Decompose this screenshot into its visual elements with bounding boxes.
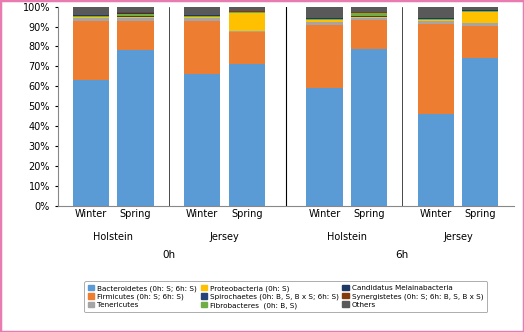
- Bar: [418, 18, 454, 19]
- Bar: [351, 7, 387, 12]
- Bar: [73, 80, 109, 206]
- Legend: Bacteroidetes (0h: S; 6h: S), Firmicutes (0h: S; 6h: S), Tenericutes, Proteobact: Bacteroidetes (0h: S; 6h: S), Firmicutes…: [84, 281, 487, 312]
- Bar: [117, 13, 154, 14]
- Bar: [307, 25, 343, 88]
- Bar: [351, 49, 387, 206]
- Bar: [418, 24, 454, 114]
- Bar: [462, 10, 498, 11]
- Text: 6h: 6h: [396, 250, 409, 260]
- Bar: [351, 16, 387, 17]
- Bar: [228, 13, 265, 31]
- Bar: [462, 26, 498, 58]
- Bar: [228, 11, 265, 12]
- Bar: [73, 16, 109, 17]
- Bar: [117, 14, 154, 17]
- Bar: [462, 7, 498, 10]
- Bar: [462, 11, 498, 12]
- Bar: [73, 18, 109, 21]
- Bar: [228, 63, 265, 206]
- Bar: [307, 7, 343, 18]
- Bar: [418, 20, 454, 21]
- Bar: [184, 74, 220, 206]
- Bar: [418, 19, 454, 20]
- Bar: [184, 17, 220, 18]
- Bar: [184, 15, 220, 16]
- Bar: [117, 12, 154, 13]
- Bar: [351, 18, 387, 20]
- Bar: [351, 20, 387, 49]
- Bar: [307, 18, 343, 19]
- Bar: [73, 21, 109, 80]
- Bar: [228, 7, 265, 11]
- Text: Jersey: Jersey: [210, 232, 239, 242]
- Bar: [73, 17, 109, 18]
- Bar: [228, 32, 265, 63]
- Bar: [351, 13, 387, 16]
- Text: Holstein: Holstein: [93, 232, 133, 242]
- Bar: [462, 23, 498, 26]
- Bar: [228, 12, 265, 13]
- Bar: [117, 21, 154, 50]
- Text: Jersey: Jersey: [443, 232, 473, 242]
- Bar: [73, 15, 109, 16]
- Bar: [73, 7, 109, 15]
- Bar: [351, 17, 387, 18]
- Bar: [307, 20, 343, 22]
- Bar: [351, 12, 387, 13]
- Bar: [184, 7, 220, 15]
- Bar: [462, 12, 498, 23]
- Bar: [117, 50, 154, 206]
- Bar: [307, 19, 343, 20]
- Text: 0h: 0h: [162, 250, 176, 260]
- Bar: [307, 22, 343, 25]
- Bar: [418, 114, 454, 206]
- Bar: [418, 7, 454, 18]
- Bar: [228, 31, 265, 32]
- Bar: [307, 88, 343, 206]
- Text: Holstein: Holstein: [327, 232, 367, 242]
- Bar: [117, 17, 154, 18]
- Bar: [184, 21, 220, 74]
- Bar: [184, 16, 220, 17]
- Bar: [462, 58, 498, 206]
- Bar: [418, 21, 454, 24]
- Bar: [184, 18, 220, 21]
- Bar: [117, 18, 154, 21]
- Bar: [117, 7, 154, 12]
